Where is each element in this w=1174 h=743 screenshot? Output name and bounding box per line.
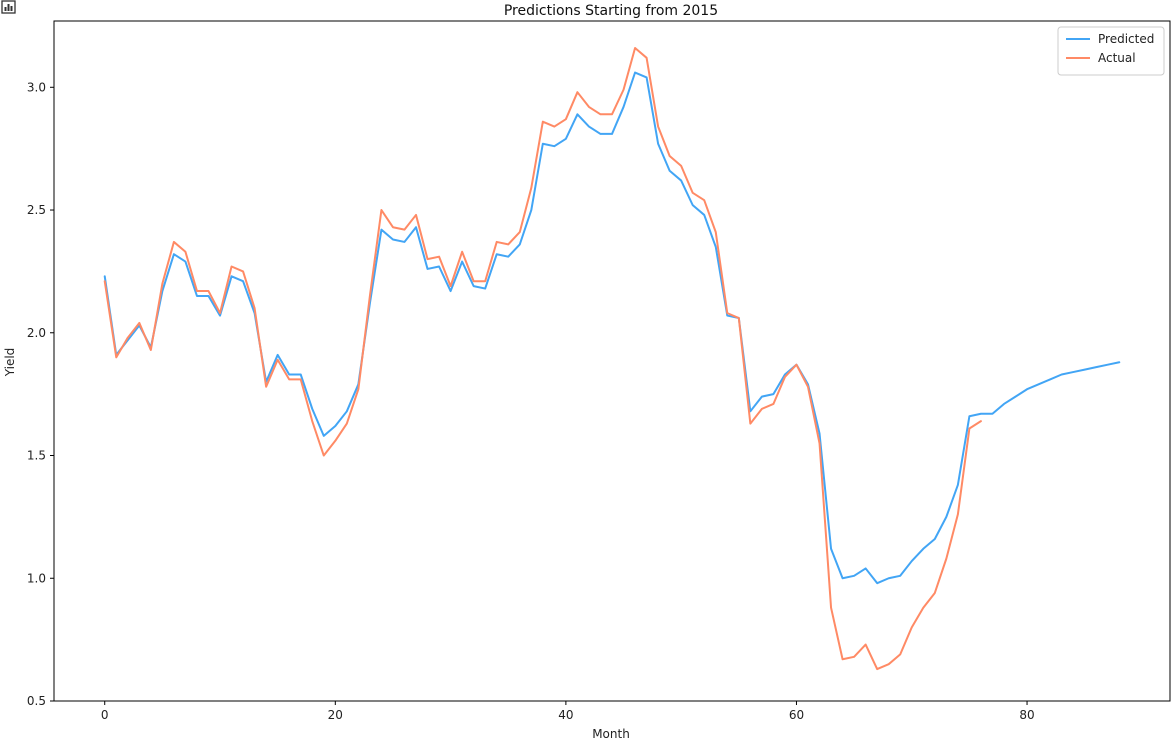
y-tick-label: 3.0 [27,80,46,94]
legend-label-predicted: Predicted [1098,32,1154,46]
series-line-predicted [103,71,1121,585]
x-tick-label: 0 [101,708,109,722]
y-tick-label: 2.5 [27,203,46,217]
chart-app-icon [1,0,16,14]
x-axis-label: Month [592,727,630,741]
y-axis-label: Yield [3,348,17,378]
series-lines [103,47,1121,671]
legend: Predicted Actual [1057,26,1165,76]
x-tick-label: 80 [1019,708,1034,722]
y-tick-label: 0.5 [27,694,46,708]
axes: 0 20 40 60 80 0.5 1.0 1.5 2.0 2.5 3.0 [27,20,1171,722]
chart-title: Predictions Starting from 2015 [504,3,718,19]
plot-frame [53,20,1171,702]
x-tick-label: 40 [558,708,573,722]
legend-label-actual: Actual [1098,51,1136,65]
series-line-actual [103,47,982,671]
y-tick-label: 2.0 [27,326,46,340]
x-tick-label: 20 [328,708,343,722]
y-tick-label: 1.0 [27,571,46,585]
x-tick-label: 60 [789,708,804,722]
y-tick-label: 1.5 [27,449,46,463]
